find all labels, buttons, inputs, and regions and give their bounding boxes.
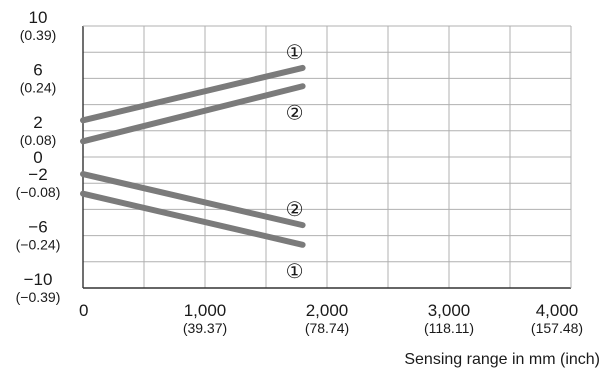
y-tick-label: 10 <box>29 8 48 27</box>
y-tick-label: −6 <box>28 218 47 237</box>
series-line <box>80 83 306 145</box>
series-marker: ① <box>286 40 304 64</box>
y-tick-sublabel: (−0.24) <box>16 237 61 253</box>
y-tick-sublabel: (−0.39) <box>16 289 61 305</box>
x-tick-label: 4,000 <box>536 301 579 320</box>
series-marker: ② <box>286 197 304 221</box>
x-tick-label: 0 <box>79 301 88 320</box>
y-tick-label: 0 <box>33 148 42 167</box>
y-tick-sublabel: (−0.08) <box>16 184 61 200</box>
x-tick-sublabel: (118.11) <box>424 320 474 336</box>
y-tick-sublabel: (0.24) <box>20 79 57 95</box>
series-lines <box>80 64 306 248</box>
x-tick-label: 1,000 <box>184 301 227 320</box>
x-axis-label: Sensing range in mm (inch) <box>404 351 600 368</box>
x-tick-sublabel: (39.37) <box>183 320 227 336</box>
labels: 10(0.39)6(0.24)2(0.08)0−2(−0.08)−6(−0.24… <box>16 8 583 336</box>
x-tick-label: 2,000 <box>306 301 349 320</box>
series-marker: ② <box>286 100 304 124</box>
axes <box>82 25 572 289</box>
grid <box>82 25 572 289</box>
y-tick-label: −10 <box>24 270 53 289</box>
y-tick-label: 2 <box>33 113 42 132</box>
y-tick-sublabel: (0.39) <box>20 27 57 43</box>
x-tick-sublabel: (157.48) <box>531 320 583 336</box>
x-tick-sublabel: (78.74) <box>305 320 349 336</box>
y-tick-label: 6 <box>33 60 42 79</box>
y-tick-sublabel: (0.08) <box>20 132 57 148</box>
y-tick-label: −2 <box>28 165 47 184</box>
series-marker: ① <box>286 259 304 283</box>
series-line <box>80 64 306 124</box>
series-line <box>80 171 306 229</box>
series-line <box>80 190 306 248</box>
x-tick-label: 3,000 <box>428 301 471 320</box>
